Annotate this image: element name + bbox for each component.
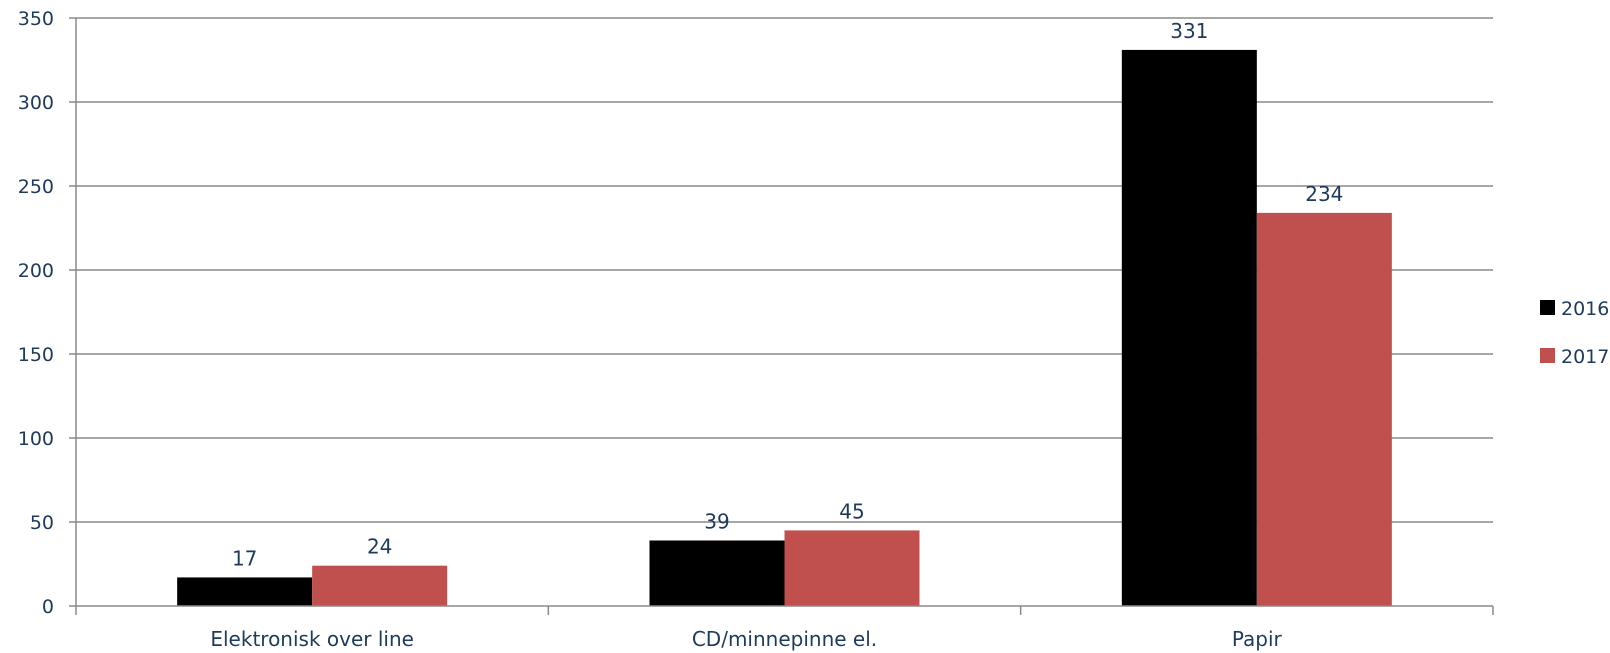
x-category-label: CD/minnepinne el. bbox=[692, 627, 877, 651]
data-label-2017-1: 45 bbox=[839, 499, 864, 523]
y-tick-label: 350 bbox=[18, 8, 54, 30]
bar-2017-1 bbox=[784, 530, 920, 606]
y-tick-label: 300 bbox=[18, 92, 54, 114]
legend-label-2017: 2017 bbox=[1561, 346, 1609, 368]
axes: 0 50 100 150 200 250 300 350 Elektronisk over li… bbox=[18, 8, 1494, 651]
data-label-2017-2: 234 bbox=[1305, 182, 1343, 206]
y-tick-label: 200 bbox=[18, 260, 54, 282]
data-label-2016-2: 331 bbox=[1170, 19, 1208, 43]
y-tick-label: 150 bbox=[18, 344, 54, 366]
bars bbox=[177, 49, 1392, 607]
legend-swatch-2017 bbox=[1540, 348, 1555, 363]
y-tick-label: 0 bbox=[42, 596, 54, 618]
bar-2017-2 bbox=[1256, 212, 1392, 606]
bar-2016-2 bbox=[1121, 49, 1257, 607]
legend-swatch-2016 bbox=[1540, 300, 1555, 315]
y-tick-label: 100 bbox=[18, 428, 54, 450]
data-label-2016-1: 39 bbox=[704, 509, 729, 533]
bar-2016-1 bbox=[649, 540, 785, 606]
y-tick-label: 250 bbox=[18, 176, 54, 198]
legend-label-2016: 2016 bbox=[1561, 298, 1609, 320]
gridlines bbox=[76, 17, 1493, 523]
data-label-2017-0: 24 bbox=[367, 535, 392, 559]
legend: 2016 2017 bbox=[1540, 298, 1609, 368]
data-labels: 17 24 39 45 331 234 bbox=[232, 19, 1343, 571]
y-tick-label: 50 bbox=[30, 512, 54, 534]
bar-2017-0 bbox=[312, 565, 448, 606]
x-category-label: Elektronisk over line bbox=[210, 627, 414, 651]
x-category-label: Papir bbox=[1232, 627, 1283, 651]
bar-2016-0 bbox=[177, 577, 313, 606]
data-label-2016-0: 17 bbox=[232, 546, 257, 570]
